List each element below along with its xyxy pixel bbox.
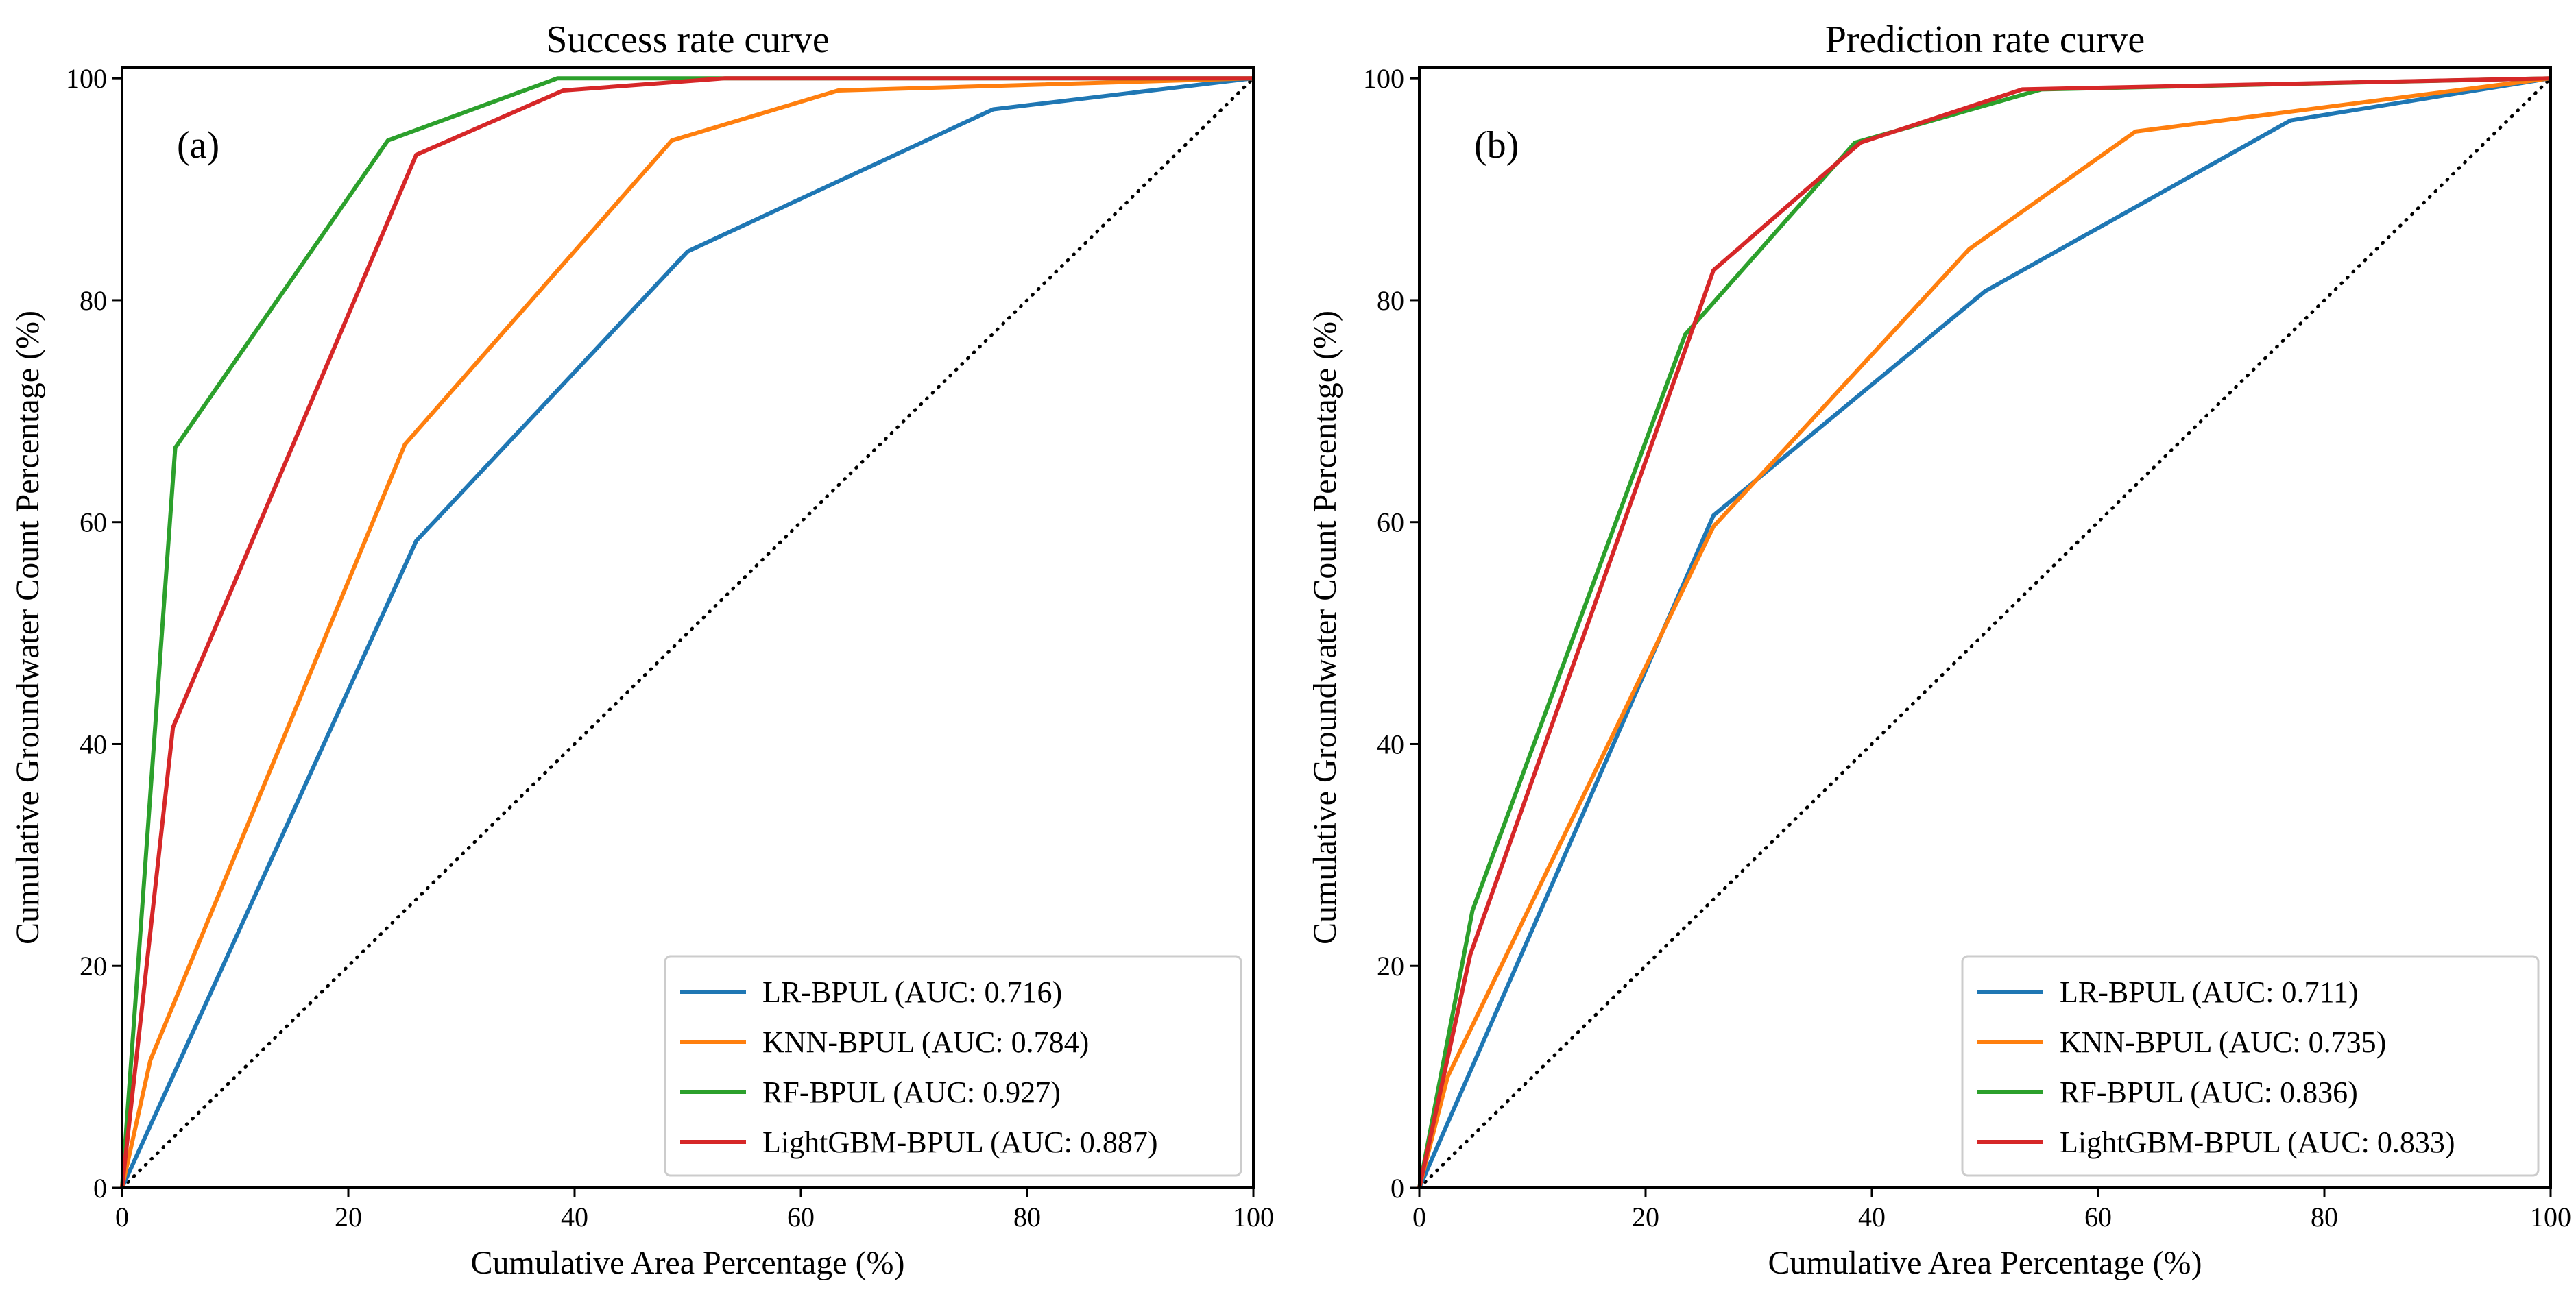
series-line-lgbm bbox=[1417, 76, 2551, 1189]
legend-box bbox=[664, 955, 1242, 1177]
legend-entry-knn: KNN-BPUL (AUC: 0.735) bbox=[2060, 1025, 2386, 1059]
chart-title: Success rate curve bbox=[546, 19, 830, 61]
chart-panel-1: Success rate curve 0 20 40 60 80 100 0 20 40 60 80 1… bbox=[10, 19, 1274, 1281]
x-tick-label: 40 bbox=[561, 1202, 588, 1232]
panel-label: (b) bbox=[1474, 124, 1519, 167]
y-tick-label: 80 bbox=[80, 285, 107, 316]
y-axis-label: Cumulative Groundwater Count Percentage … bbox=[10, 311, 46, 945]
y-tick-label: 20 bbox=[80, 951, 107, 982]
legend-entry-rf: RF-BPUL (AUC: 0.927) bbox=[762, 1075, 1061, 1109]
x-tick-label: 0 bbox=[115, 1202, 129, 1232]
series-line-knn bbox=[120, 76, 1254, 1189]
y-tick-label: 60 bbox=[80, 507, 107, 538]
y-tick-label: 20 bbox=[1377, 951, 1404, 982]
series-line-lr bbox=[120, 76, 1254, 1189]
x-tick-label: 100 bbox=[1233, 1202, 1274, 1232]
legend-entry-lr: LR-BPUL (AUC: 0.716) bbox=[762, 975, 1062, 1009]
x-tick-label: 60 bbox=[2084, 1202, 2112, 1232]
chart-title: Prediction rate curve bbox=[1825, 19, 2145, 61]
x-tick-label: 80 bbox=[1013, 1202, 1041, 1232]
legend-entry-lgbm: LightGBM-BPUL (AUC: 0.833) bbox=[2060, 1125, 2455, 1159]
x-axis-label: Cumulative Area Percentage (%) bbox=[470, 1245, 904, 1281]
y-tick-label: 0 bbox=[1391, 1173, 1404, 1204]
y-tick-label: 40 bbox=[1377, 729, 1404, 759]
reference-diagonal-line bbox=[120, 76, 1255, 1190]
x-tick-label: 40 bbox=[1858, 1202, 1886, 1232]
x-tick-label: 0 bbox=[1412, 1202, 1426, 1232]
legend-box bbox=[1961, 955, 2540, 1177]
series-line-lgbm bbox=[120, 76, 1253, 1189]
y-tick-label: 0 bbox=[93, 1173, 107, 1204]
legend-entry-lgbm: LightGBM-BPUL (AUC: 0.887) bbox=[762, 1125, 1158, 1159]
x-tick-label: 100 bbox=[2530, 1202, 2571, 1232]
legend: LR-BPUL (AUC: 0.711) KNN-BPUL (AUC: 0.735… bbox=[1961, 955, 2540, 1177]
y-tick-label: 100 bbox=[66, 63, 107, 94]
y-tick-label: 60 bbox=[1377, 507, 1404, 538]
legend-entry-lr: LR-BPUL (AUC: 0.711) bbox=[2060, 975, 2359, 1009]
y-tick-label: 40 bbox=[80, 729, 107, 759]
legend: LR-BPUL (AUC: 0.716) KNN-BPUL (AUC: 0.784… bbox=[664, 955, 1242, 1177]
y-axis-label: Cumulative Groundwater Count Percentage … bbox=[1307, 311, 1343, 945]
x-tick-label: 80 bbox=[2311, 1202, 2338, 1232]
legend-entry-knn: KNN-BPUL (AUC: 0.784) bbox=[762, 1025, 1089, 1059]
axes-frame bbox=[121, 66, 1255, 1189]
chart-panel-2: Prediction rate curve 0 20 40 60 80 100 0 20 40 60… bbox=[1307, 19, 2571, 1281]
y-tick-label: 100 bbox=[1363, 63, 1404, 94]
axes-frame bbox=[1418, 66, 2552, 1189]
x-tick-label: 20 bbox=[335, 1202, 362, 1232]
legend-entry-rf: RF-BPUL (AUC: 0.836) bbox=[2060, 1075, 2358, 1109]
x-axis-label: Cumulative Area Percentage (%) bbox=[1768, 1245, 2202, 1281]
series-line-lr bbox=[1417, 76, 2551, 1189]
panel-label: (a) bbox=[177, 124, 219, 167]
series-line-knn bbox=[1417, 76, 2551, 1189]
x-tick-label: 20 bbox=[1632, 1202, 1659, 1232]
x-tick-label: 60 bbox=[787, 1202, 815, 1232]
y-tick-label: 80 bbox=[1377, 285, 1404, 316]
reference-diagonal-line bbox=[1417, 76, 2553, 1190]
